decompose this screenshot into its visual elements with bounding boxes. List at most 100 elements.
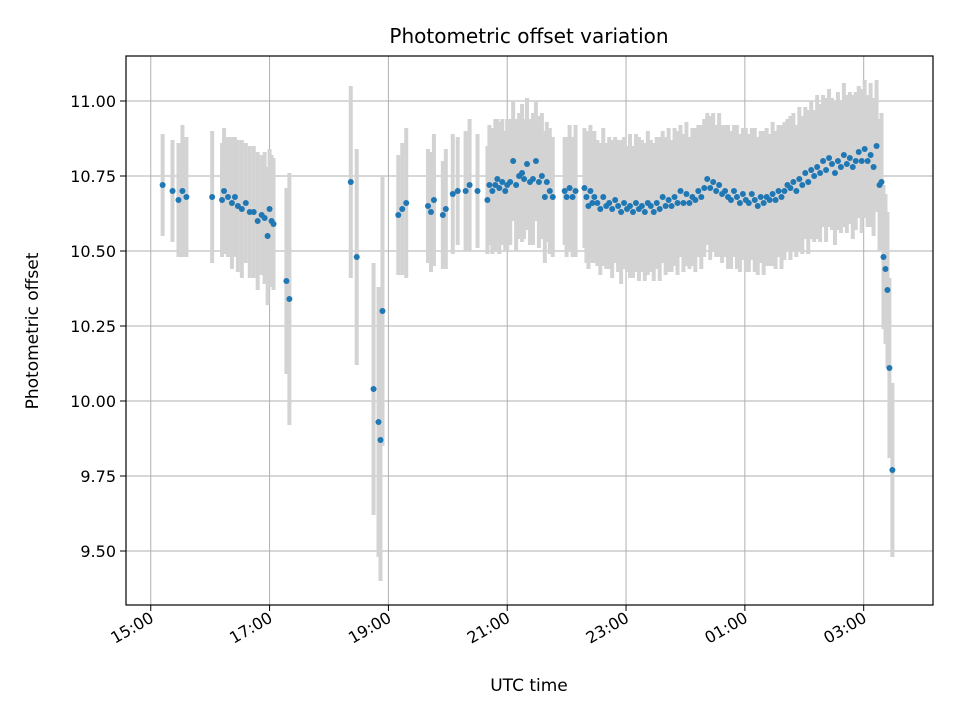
data-point — [543, 179, 550, 185]
data-point — [587, 188, 594, 194]
data-point — [231, 194, 238, 200]
data-point — [886, 365, 893, 371]
data-point — [546, 188, 553, 194]
data-point — [228, 200, 235, 206]
x-tick-label: 15:00 — [107, 608, 156, 648]
data-point — [224, 194, 231, 200]
data-point — [668, 203, 675, 209]
data-point — [270, 221, 277, 227]
data-point — [375, 419, 382, 425]
data-point — [698, 194, 705, 200]
x-tick-label: 01:00 — [701, 608, 750, 648]
data-point — [425, 203, 432, 209]
data-point — [286, 296, 293, 302]
data-point — [347, 179, 354, 185]
data-point — [849, 164, 856, 170]
data-point — [701, 185, 708, 191]
data-point — [837, 164, 844, 170]
data-point — [826, 155, 833, 161]
data-point — [597, 206, 604, 212]
data-point — [686, 200, 693, 206]
data-point — [710, 179, 717, 185]
data-point — [730, 188, 737, 194]
data-point — [775, 188, 782, 194]
x-axis-label: UTC time — [490, 676, 568, 696]
data-point — [864, 158, 871, 164]
data-point — [615, 203, 622, 209]
data-point — [572, 188, 579, 194]
data-point — [502, 188, 509, 194]
data-point — [766, 197, 773, 203]
data-point — [814, 164, 821, 170]
data-point — [745, 200, 752, 206]
data-point — [748, 191, 755, 197]
data-point — [843, 161, 850, 167]
data-point — [449, 191, 456, 197]
x-tick-label: 21:00 — [464, 608, 513, 648]
data-point — [677, 188, 684, 194]
data-point — [379, 308, 386, 314]
data-point — [507, 179, 514, 185]
data-point — [878, 179, 885, 185]
data-point — [353, 254, 360, 260]
x-tick-label: 19:00 — [345, 608, 394, 648]
data-point — [541, 194, 548, 200]
data-point — [728, 197, 735, 203]
data-point — [629, 209, 636, 215]
data-point — [538, 173, 545, 179]
data-point — [713, 188, 720, 194]
data-point — [609, 206, 616, 212]
data-point — [250, 209, 257, 215]
data-point — [494, 176, 501, 182]
data-point — [486, 182, 493, 188]
data-point — [283, 278, 290, 284]
data-point — [653, 200, 660, 206]
y-tick-label: 10.75 — [70, 167, 116, 186]
data-point — [430, 197, 437, 203]
data-point — [829, 161, 836, 167]
data-point — [179, 188, 186, 194]
data-point — [665, 197, 672, 203]
y-tick-label: 10.50 — [70, 242, 116, 261]
data-point — [399, 206, 406, 212]
data-point — [632, 200, 639, 206]
data-point — [627, 203, 634, 209]
data-point — [563, 194, 570, 200]
data-point — [594, 200, 601, 206]
data-point — [781, 188, 788, 194]
data-point — [183, 194, 190, 200]
data-point — [787, 185, 794, 191]
data-point — [484, 197, 491, 203]
data-point — [704, 176, 711, 182]
data-point — [772, 197, 779, 203]
data-point — [454, 188, 461, 194]
data-point — [799, 182, 806, 188]
data-point — [889, 467, 896, 473]
data-point — [169, 188, 176, 194]
data-point — [209, 194, 216, 200]
data-point — [659, 194, 666, 200]
data-point — [618, 209, 625, 215]
data-point — [499, 179, 506, 185]
data-point — [535, 179, 542, 185]
data-point — [790, 179, 797, 185]
data-point — [880, 254, 887, 260]
data-point — [808, 167, 815, 173]
data-point — [647, 203, 654, 209]
y-tick-label: 10.00 — [70, 392, 116, 411]
data-point — [873, 143, 880, 149]
data-point — [403, 200, 410, 206]
data-point — [242, 200, 249, 206]
data-point — [561, 188, 568, 194]
y-tick-label: 9.75 — [80, 467, 116, 486]
data-point — [884, 287, 891, 293]
data-point — [221, 188, 228, 194]
data-point — [175, 197, 182, 203]
data-point — [264, 233, 271, 239]
data-point — [496, 185, 503, 191]
data-point — [395, 212, 402, 218]
data-point — [462, 188, 469, 194]
data-point — [662, 203, 669, 209]
data-point — [840, 152, 847, 158]
